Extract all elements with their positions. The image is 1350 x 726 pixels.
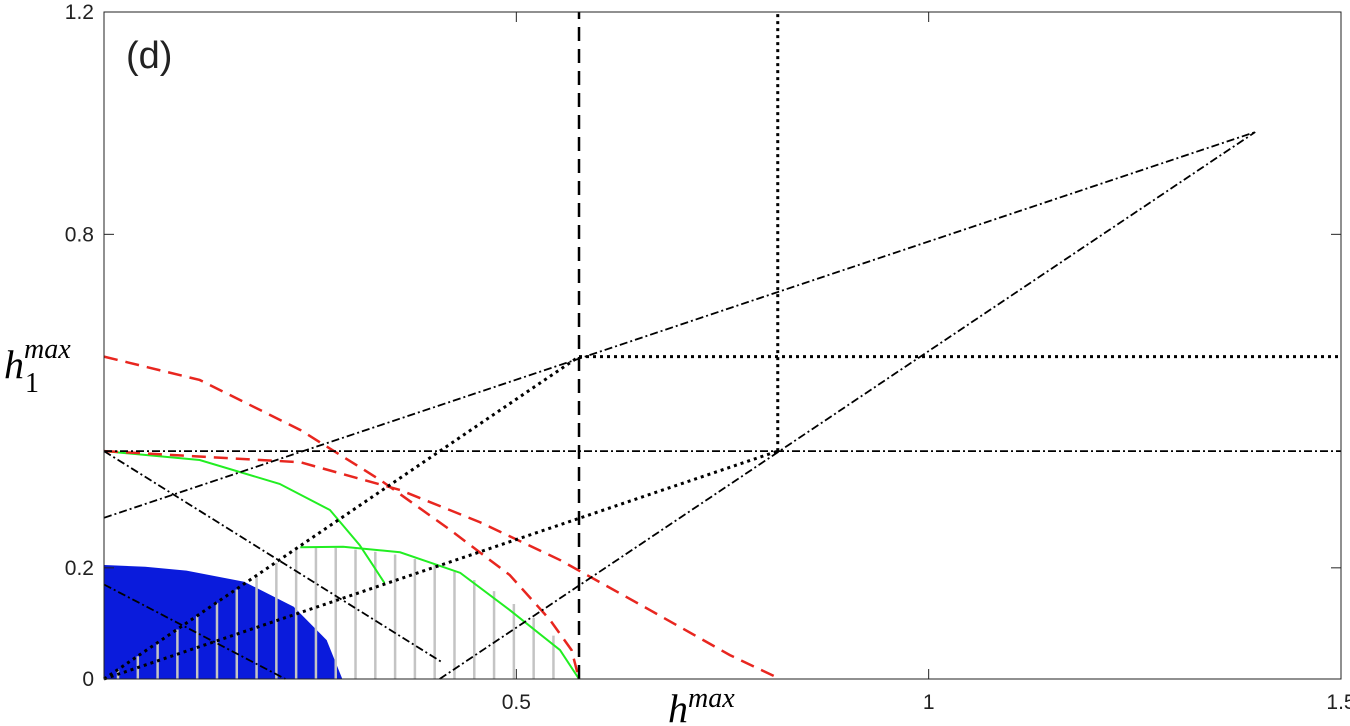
curve — [103, 355, 581, 680]
y-tick-label: 0.2 — [65, 557, 94, 580]
x-tick-label: 0.5 — [502, 691, 531, 714]
curve — [300, 545, 580, 680]
curve — [103, 131, 1256, 519]
axes-box — [103, 11, 1342, 680]
y-tick-label: 0.8 — [65, 223, 94, 246]
x-tick-label: 1 — [923, 691, 935, 714]
y-label-base: h — [4, 342, 24, 387]
y-axis-label: hmax — [4, 334, 71, 387]
curve — [103, 355, 580, 681]
curve — [103, 450, 386, 584]
y-label-sub: 1 — [25, 368, 39, 399]
curve — [103, 450, 443, 664]
x-label-sup: max — [688, 683, 735, 714]
curve — [439, 131, 1256, 680]
panel-label: (d) — [126, 35, 172, 77]
y-tick-label: 1.2 — [65, 1, 94, 24]
x-tick-label: 1.5 — [1326, 691, 1350, 714]
curve — [103, 583, 286, 680]
curve — [103, 449, 781, 681]
filled-region — [104, 565, 343, 679]
x-label-base: h — [668, 686, 688, 726]
x-axis-label: hmax — [668, 683, 735, 726]
y-tick-label: 0 — [82, 668, 94, 691]
plot-area — [103, 12, 1341, 681]
y-label-sup: max — [24, 334, 71, 365]
